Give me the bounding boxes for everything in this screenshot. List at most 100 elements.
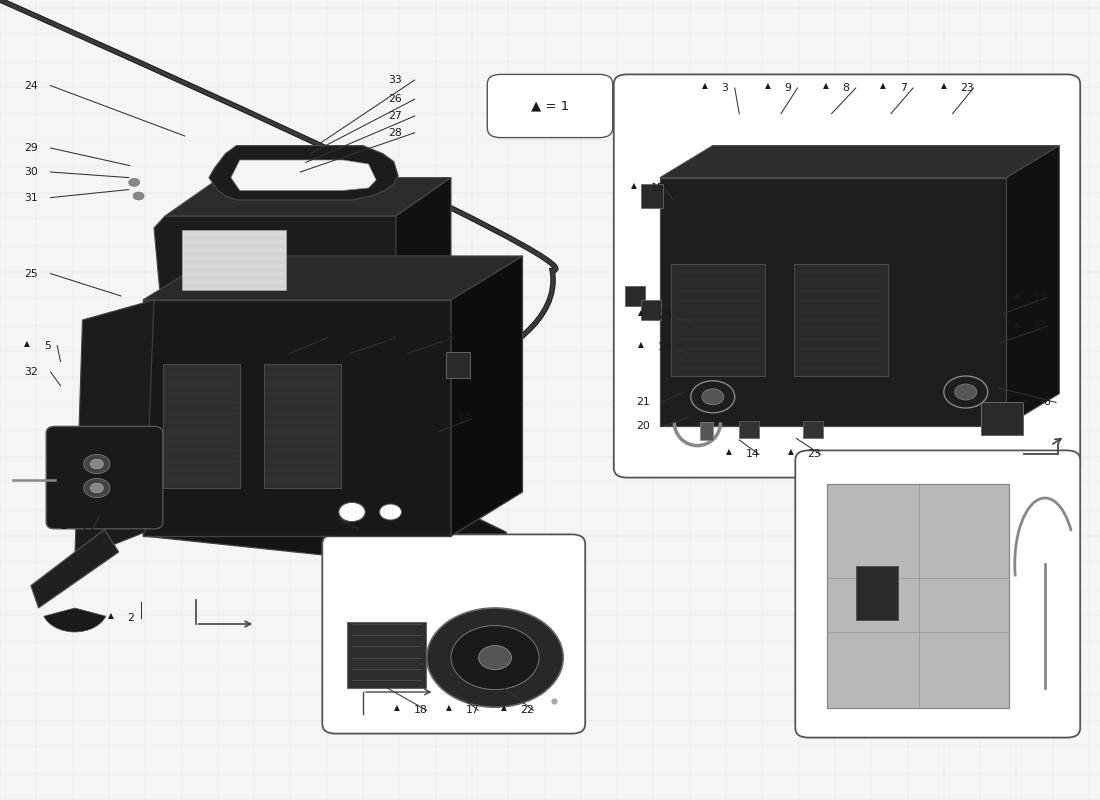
Circle shape <box>133 192 144 200</box>
Text: ▲: ▲ <box>1023 395 1028 405</box>
Bar <box>856 566 898 620</box>
Bar <box>446 352 470 378</box>
Text: ▲: ▲ <box>446 703 451 713</box>
Text: 23: 23 <box>345 525 359 534</box>
Text: 6: 6 <box>1043 398 1049 407</box>
Polygon shape <box>1006 146 1059 426</box>
Polygon shape <box>165 178 451 216</box>
FancyBboxPatch shape <box>614 74 1080 478</box>
Text: ▲: ▲ <box>940 81 946 90</box>
Polygon shape <box>396 178 451 304</box>
Circle shape <box>379 504 401 520</box>
Text: 8: 8 <box>843 83 849 93</box>
Text: 5: 5 <box>44 341 51 350</box>
Text: 3: 3 <box>722 83 728 93</box>
Text: ▲: ▲ <box>638 308 644 318</box>
Bar <box>981 402 1023 435</box>
Text: ▲: ▲ <box>764 81 770 90</box>
Polygon shape <box>75 300 154 560</box>
Text: 23: 23 <box>807 450 821 459</box>
Text: ▲: ▲ <box>823 81 828 90</box>
Text: a passion for parts since 1983: a passion for parts since 1983 <box>661 278 989 366</box>
Text: 31: 31 <box>24 193 37 202</box>
Text: 18: 18 <box>414 706 427 715</box>
Text: ▲: ▲ <box>108 610 113 620</box>
Text: 12: 12 <box>1034 293 1047 302</box>
Bar <box>671 264 764 376</box>
Bar <box>346 622 426 688</box>
Circle shape <box>427 608 563 707</box>
Text: ▲: ▲ <box>394 703 399 713</box>
Circle shape <box>339 502 365 522</box>
Text: ▲: ▲ <box>363 330 368 340</box>
Text: ▲: ▲ <box>726 447 732 457</box>
Circle shape <box>955 384 977 400</box>
Text: 27: 27 <box>388 111 401 121</box>
Circle shape <box>702 389 724 405</box>
Circle shape <box>84 478 110 498</box>
Text: ▲: ▲ <box>788 447 793 457</box>
Bar <box>641 300 661 320</box>
Text: 2: 2 <box>128 613 134 622</box>
Text: 16: 16 <box>458 414 472 424</box>
Polygon shape <box>143 512 512 570</box>
Text: ▲: ▲ <box>60 521 66 530</box>
Text: ▲: ▲ <box>631 181 637 190</box>
Text: ▲: ▲ <box>880 81 886 90</box>
Bar <box>794 264 888 376</box>
Bar <box>625 286 645 306</box>
Text: ▲: ▲ <box>326 522 331 532</box>
Text: 4: 4 <box>315 333 321 342</box>
Circle shape <box>90 483 103 493</box>
Text: 30: 30 <box>24 167 38 177</box>
Bar <box>641 184 663 208</box>
Text: ECOSPO: ECOSPO <box>704 250 946 302</box>
Bar <box>827 484 1009 708</box>
Text: 10: 10 <box>440 333 454 342</box>
Circle shape <box>451 626 539 690</box>
Text: ▲: ▲ <box>438 412 443 422</box>
Polygon shape <box>143 256 522 300</box>
Text: ▲ = 1: ▲ = 1 <box>531 99 569 113</box>
Text: 29: 29 <box>24 143 37 153</box>
Text: 32: 32 <box>24 367 37 377</box>
Bar <box>264 364 341 488</box>
Circle shape <box>129 178 140 186</box>
FancyBboxPatch shape <box>322 534 585 734</box>
Polygon shape <box>209 146 398 200</box>
Circle shape <box>90 459 103 469</box>
Text: 24: 24 <box>24 81 37 90</box>
Text: 14: 14 <box>658 342 671 352</box>
Text: 17: 17 <box>465 706 480 715</box>
Bar <box>700 422 713 440</box>
Text: 13: 13 <box>1034 322 1047 331</box>
Text: ▲: ▲ <box>295 330 300 340</box>
Text: ▲: ▲ <box>500 703 506 713</box>
Bar <box>182 230 286 290</box>
Polygon shape <box>231 160 376 190</box>
Polygon shape <box>154 216 407 304</box>
Polygon shape <box>660 146 1059 178</box>
Circle shape <box>84 454 110 474</box>
Text: 14: 14 <box>746 450 760 459</box>
FancyBboxPatch shape <box>487 74 613 138</box>
Circle shape <box>478 646 512 670</box>
Text: 11: 11 <box>383 333 396 342</box>
Text: 21: 21 <box>636 397 649 406</box>
FancyBboxPatch shape <box>795 450 1080 738</box>
Text: ▲: ▲ <box>420 330 426 340</box>
Bar <box>803 421 823 438</box>
Bar <box>660 178 1006 426</box>
Bar <box>739 421 759 438</box>
Polygon shape <box>451 256 522 536</box>
Wedge shape <box>44 608 106 632</box>
Text: 7: 7 <box>900 83 906 93</box>
Text: 15: 15 <box>651 183 664 193</box>
Bar <box>163 364 240 488</box>
Text: 19: 19 <box>80 523 94 533</box>
Text: 20: 20 <box>636 422 650 431</box>
Text: 26: 26 <box>388 94 401 104</box>
Text: ▲: ▲ <box>1014 290 1020 300</box>
Bar <box>143 300 451 536</box>
Text: 28: 28 <box>388 128 401 138</box>
